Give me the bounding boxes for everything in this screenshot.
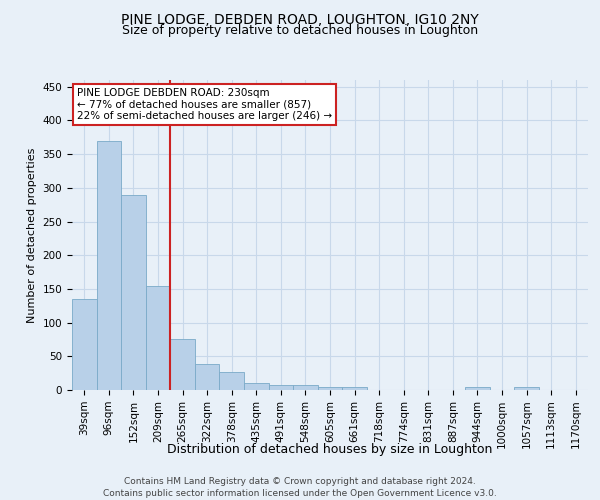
Text: PINE LODGE, DEBDEN ROAD, LOUGHTON, IG10 2NY: PINE LODGE, DEBDEN ROAD, LOUGHTON, IG10 … bbox=[121, 12, 479, 26]
Y-axis label: Number of detached properties: Number of detached properties bbox=[27, 148, 37, 322]
Bar bbox=[170, 340, 195, 390]
Bar bbox=[121, 195, 146, 390]
Text: PINE LODGE DEBDEN ROAD: 230sqm
← 77% of detached houses are smaller (857)
22% of: PINE LODGE DEBDEN ROAD: 230sqm ← 77% of … bbox=[77, 88, 332, 121]
Text: Contains HM Land Registry data © Crown copyright and database right 2024.: Contains HM Land Registry data © Crown c… bbox=[124, 478, 476, 486]
Text: Distribution of detached houses by size in Loughton: Distribution of detached houses by size … bbox=[167, 442, 493, 456]
Bar bbox=[220, 372, 244, 390]
Bar bbox=[342, 388, 367, 390]
Text: Size of property relative to detached houses in Loughton: Size of property relative to detached ho… bbox=[122, 24, 478, 37]
Bar bbox=[72, 299, 97, 390]
Bar bbox=[514, 388, 539, 390]
Bar bbox=[244, 384, 269, 390]
Bar bbox=[195, 364, 220, 390]
Bar bbox=[318, 388, 342, 390]
Bar bbox=[97, 140, 121, 390]
Text: Contains public sector information licensed under the Open Government Licence v3: Contains public sector information licen… bbox=[103, 489, 497, 498]
Bar bbox=[465, 388, 490, 390]
Bar bbox=[269, 386, 293, 390]
Bar bbox=[293, 386, 318, 390]
Bar bbox=[146, 286, 170, 390]
